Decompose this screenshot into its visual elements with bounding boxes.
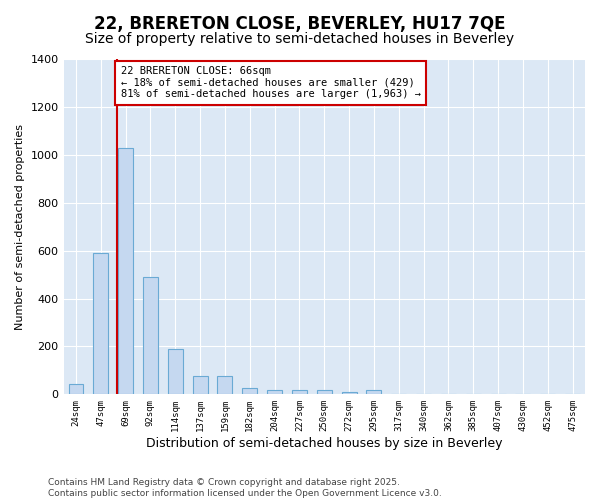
Bar [193, 376, 208, 394]
Text: 22, BRERETON CLOSE, BEVERLEY, HU17 7QE: 22, BRERETON CLOSE, BEVERLEY, HU17 7QE [94, 15, 506, 33]
Bar [94, 253, 108, 394]
X-axis label: Distribution of semi-detached houses by size in Beverley: Distribution of semi-detached houses by … [146, 437, 503, 450]
Bar [341, 392, 356, 394]
Bar [143, 277, 158, 394]
Bar [292, 390, 307, 394]
Text: Contains HM Land Registry data © Crown copyright and database right 2025.
Contai: Contains HM Land Registry data © Crown c… [48, 478, 442, 498]
Bar [242, 388, 257, 394]
Bar [317, 390, 332, 394]
Bar [168, 349, 183, 395]
Bar [118, 148, 133, 394]
Bar [367, 390, 382, 394]
Bar [68, 384, 83, 394]
Y-axis label: Number of semi-detached properties: Number of semi-detached properties [15, 124, 25, 330]
Bar [217, 376, 232, 394]
Text: 22 BRERETON CLOSE: 66sqm
← 18% of semi-detached houses are smaller (429)
81% of : 22 BRERETON CLOSE: 66sqm ← 18% of semi-d… [121, 66, 421, 100]
Text: Size of property relative to semi-detached houses in Beverley: Size of property relative to semi-detach… [85, 32, 515, 46]
Bar [267, 390, 282, 394]
